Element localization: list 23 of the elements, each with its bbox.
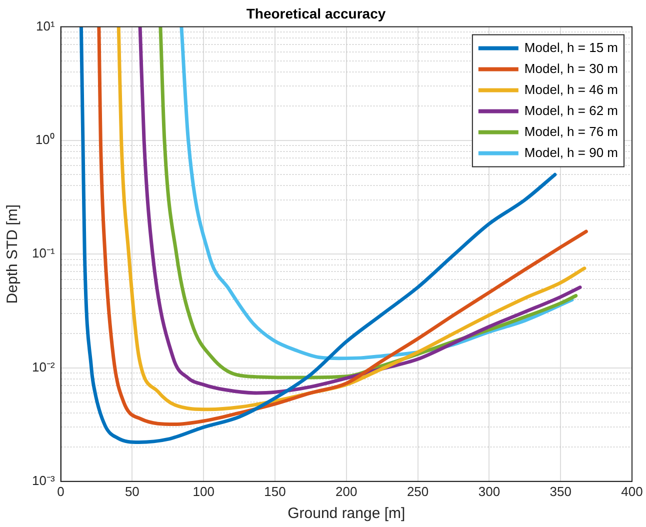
- legend-label: Model, h = 90 m: [524, 144, 618, 160]
- legend-label: Model, h = 46 m: [524, 82, 618, 97]
- x-tick-label: 100: [192, 484, 214, 499]
- legend-label: Model, h = 15 m: [524, 40, 618, 55]
- x-axis-title: Ground range [m]: [288, 505, 406, 522]
- y-tick-label: 10⁻²: [32, 359, 56, 374]
- legend-label: Model, h = 30 m: [524, 60, 618, 76]
- chart-title: Theoretical accuracy: [246, 5, 386, 22]
- x-tick-label: 200: [336, 484, 358, 499]
- y-tick-label: 10⁻³: [32, 472, 56, 488]
- x-tick-label: 0: [57, 484, 64, 499]
- x-tick-label: 400: [621, 484, 643, 499]
- x-tick-label: 250: [406, 484, 429, 499]
- legend-label: Model, h = 76 m: [524, 124, 618, 139]
- y-tick-label: 10⁻¹: [32, 246, 56, 261]
- y-tick-label: 10⁰: [35, 132, 55, 148]
- x-tick-label: 50: [124, 484, 140, 499]
- y-tick-label: 10¹: [36, 18, 56, 34]
- legend-label: Model, h = 62 m: [524, 102, 618, 118]
- x-tick-label: 150: [264, 484, 286, 499]
- y-axis-title: Depth STD [m]: [4, 204, 22, 304]
- x-tick-label: 300: [478, 484, 500, 499]
- x-tick-label: 350: [550, 484, 572, 499]
